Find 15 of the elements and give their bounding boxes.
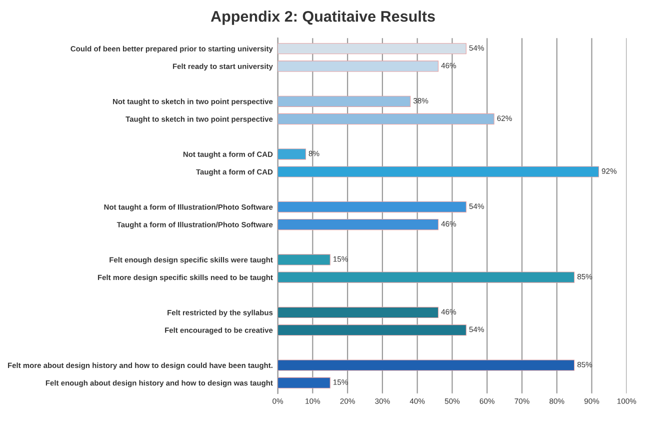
bar: [278, 96, 411, 107]
bar: [278, 306, 439, 318]
bar: [278, 360, 575, 371]
bar: [278, 218, 439, 230]
bar: [278, 324, 466, 336]
chart-title: Appendix 2: Quatitaive Results: [210, 10, 435, 25]
bar: [278, 60, 439, 72]
bar: [278, 201, 466, 212]
bar: [278, 113, 494, 125]
bar: [278, 272, 575, 283]
bar: [278, 148, 306, 160]
bar: [278, 377, 330, 388]
bar: [278, 254, 330, 266]
bar: [278, 43, 466, 54]
bar: [278, 166, 599, 178]
